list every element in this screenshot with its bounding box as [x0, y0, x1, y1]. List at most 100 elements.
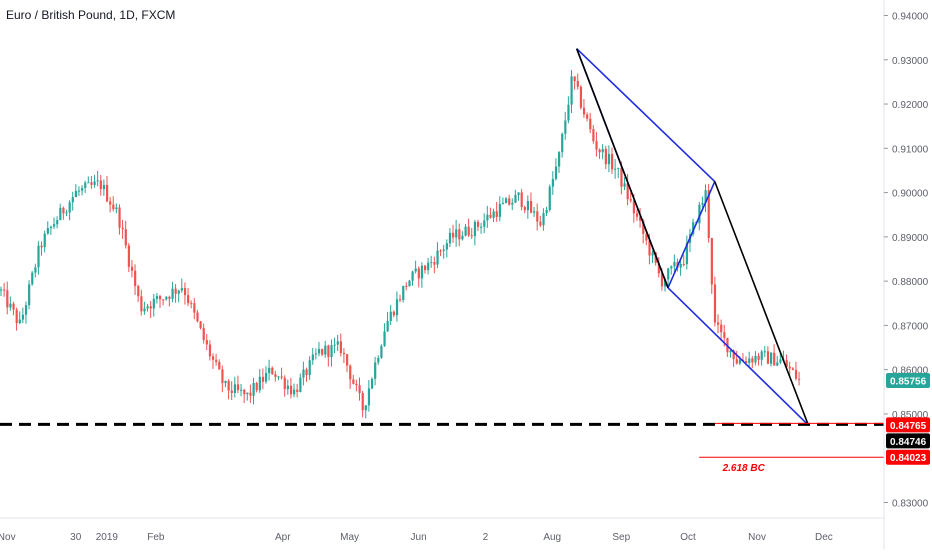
candle-body: [187, 295, 190, 304]
price-tag-label: 0.85756: [890, 376, 927, 387]
candle-body: [664, 279, 667, 287]
candle-body: [105, 184, 109, 202]
candle-body: [526, 201, 530, 211]
candle-body: [205, 340, 208, 345]
candle-body: [261, 376, 265, 382]
pattern-blue-leg: [576, 48, 716, 183]
candle-body: [763, 351, 766, 353]
candle-body: [115, 207, 118, 210]
candle-body: [395, 299, 399, 316]
time-tick-label: May: [340, 532, 359, 543]
candle-body: [685, 242, 689, 265]
candle-body: [121, 227, 124, 230]
candle-body: [729, 350, 732, 353]
candle-body: [445, 243, 448, 250]
candle-body: [168, 296, 171, 299]
candle-body: [286, 385, 289, 390]
price-tick-label: 0.83000: [892, 499, 929, 510]
candle-body: [77, 190, 81, 192]
candle-body: [673, 261, 676, 267]
candle-body: [427, 262, 430, 271]
candle-body: [311, 354, 314, 361]
candle-body: [399, 299, 402, 301]
candle-body: [143, 308, 146, 312]
candle-body: [308, 360, 311, 376]
candle-body: [211, 356, 215, 360]
candle-body: [264, 373, 268, 382]
candle-body: [90, 182, 93, 185]
candle-body: [667, 268, 670, 280]
candle-body: [620, 167, 623, 187]
candle-body: [586, 114, 589, 119]
candle-body: [56, 220, 59, 225]
price-tag: [886, 449, 930, 465]
candle-body: [62, 207, 65, 214]
candle-body: [433, 262, 436, 265]
time-tick-label: Sep: [612, 532, 630, 543]
candle-body: [280, 376, 283, 378]
candle-body: [352, 379, 355, 384]
candle-body: [268, 367, 271, 374]
chart-title: Euro / British Pound, 1D, FXCM: [6, 8, 176, 22]
candle-body: [536, 211, 539, 222]
candle-body: [252, 382, 255, 396]
candle-body: [361, 393, 364, 411]
candle-body: [748, 358, 751, 363]
candle-body: [617, 167, 620, 169]
candle-body: [162, 299, 165, 301]
candle-body: [551, 179, 554, 187]
candle-body: [570, 76, 573, 105]
time-tick-label: 2: [483, 532, 489, 543]
candle-body: [791, 368, 795, 370]
candle-body: [448, 232, 452, 244]
candle-body: [364, 405, 367, 411]
candle-body: [190, 303, 193, 305]
candle-body: [754, 355, 757, 363]
candle-body: [174, 288, 177, 294]
candle-body: [87, 182, 90, 184]
candle-body: [682, 264, 685, 266]
candle-body: [414, 268, 417, 272]
candle-body: [458, 229, 461, 240]
candle-body: [573, 76, 576, 82]
candle-body: [314, 353, 318, 355]
candle-body: [130, 266, 134, 271]
candle-body: [221, 369, 224, 384]
candle-body: [701, 203, 704, 205]
candle-body: [611, 154, 614, 170]
candle-body: [430, 262, 433, 264]
candle-body: [480, 226, 483, 228]
candle-body: [598, 149, 601, 153]
candle-body: [632, 200, 636, 214]
candle-body: [240, 389, 243, 391]
candle-body: [704, 190, 707, 204]
candle-body: [124, 229, 127, 246]
candle-body: [461, 235, 464, 240]
candle-body: [489, 214, 492, 218]
time-tick-label: Feb: [147, 532, 165, 543]
candle-body: [236, 384, 240, 391]
price-tick-label: 0.89000: [892, 233, 929, 244]
candle-body: [249, 392, 252, 396]
candle-body: [274, 374, 277, 377]
candle-body: [467, 226, 470, 236]
price-tag: [886, 433, 930, 449]
candle-body: [171, 288, 174, 299]
candle-body: [408, 280, 411, 287]
candle-body: [215, 359, 218, 362]
candle-body: [289, 385, 293, 395]
pattern-blue-leg: [667, 181, 716, 289]
candle-body: [355, 383, 358, 386]
candle-body: [52, 224, 56, 227]
candle-body: [420, 265, 424, 279]
candle-body: [757, 355, 760, 360]
candle-body: [707, 190, 710, 239]
time-tick-label: Nov: [0, 532, 16, 543]
candle-body: [648, 240, 651, 256]
candle-body: [165, 296, 168, 300]
candle-body: [589, 118, 592, 130]
candle-body: [545, 209, 548, 214]
candle-body: [49, 226, 53, 229]
candle-body: [155, 296, 159, 299]
